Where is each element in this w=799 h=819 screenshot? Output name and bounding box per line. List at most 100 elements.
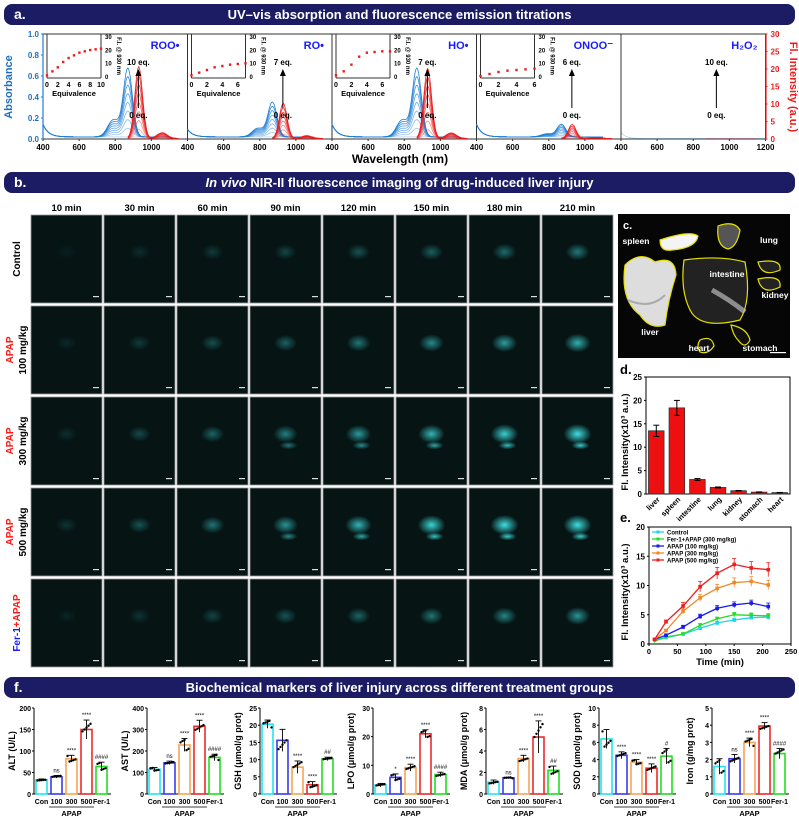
data-point (209, 755, 212, 759)
inset-y-tick: 20 (250, 48, 257, 54)
fluorescence-curve (416, 67, 468, 139)
imaging-row-0: Control (12, 214, 614, 304)
data-point (732, 618, 736, 622)
y-tick-label: 100 (19, 749, 31, 756)
inset-xlabel: Equivalence (52, 89, 96, 98)
y-tick-label: 5 (705, 706, 709, 713)
inset-point (515, 68, 518, 72)
data-point (398, 777, 401, 780)
bar-300 (743, 741, 756, 795)
y-tick-label-left: 0.2 (28, 114, 40, 123)
data-point (266, 720, 269, 723)
arrow-head-icon (713, 69, 720, 76)
y-tick-label-e: 20 (636, 523, 645, 532)
category-label: 500 (307, 799, 319, 806)
data-point (198, 726, 201, 729)
data-point (300, 761, 303, 764)
y-tick-label-d: 10 (633, 443, 642, 452)
scale-bar-icon (604, 660, 610, 662)
data-point (81, 730, 84, 733)
arrow-head-icon (279, 69, 286, 76)
inset-chart: 0 2 4 6 0 10 20 30 Equivalence F.I. @ 930 nm (334, 34, 410, 98)
scale-bar-icon (166, 569, 172, 571)
legend-marker (656, 551, 660, 555)
inset-point (236, 62, 239, 66)
data-point (767, 724, 770, 728)
y-tick-label: 8 (592, 723, 596, 730)
bar-500 (758, 725, 771, 795)
data-point (492, 781, 495, 784)
significance-label: **** (617, 745, 627, 751)
data-point (664, 619, 668, 624)
series-3: APAP (300 mg/kg) (652, 551, 771, 642)
data-point (422, 730, 425, 733)
y-tick-label-right: 0 (771, 135, 776, 144)
data-point (744, 740, 747, 743)
legend-entry: APAP (100 mg/kg) (667, 545, 718, 551)
scale-bar-icon (458, 387, 464, 389)
data-point (720, 771, 723, 774)
group-label: APAP (739, 809, 759, 818)
time-point-header: 150 min (414, 203, 450, 214)
y-tick-label: 150 (19, 728, 31, 735)
data-point (98, 761, 101, 765)
max-eq-label: 7 eq. (274, 58, 292, 67)
absorbance-curve (476, 123, 603, 138)
inset-point (94, 48, 97, 51)
biochem-chart-3: 0 10 20 30 LPO (μmol/g prot) Con 100 * 300 **** 50… (346, 706, 450, 818)
data-point (520, 759, 523, 762)
inset-point (506, 69, 509, 72)
ex-vivo-organ-image: c. spleen lung intestine kidney liver heart sto… (618, 214, 790, 358)
inset-point (381, 50, 384, 53)
category-label: 100 (277, 799, 289, 806)
significance-label: ns (53, 769, 59, 775)
liver-signal (564, 333, 591, 353)
inset-y-tick: 30 (394, 35, 401, 41)
category-label: 500 (420, 799, 432, 806)
min-eq-label: 0 eq. (707, 111, 725, 120)
inset-x-tick: 0 (334, 82, 338, 89)
data-point (750, 737, 753, 741)
data-point (89, 722, 92, 726)
y-tick-label: 400 (132, 706, 144, 713)
inset-point (373, 50, 376, 54)
y-axis-label: AST (U/L) (120, 731, 130, 772)
series-line (654, 580, 769, 640)
data-point (729, 760, 732, 763)
row-label-drug: APAP (5, 518, 16, 545)
data-point (294, 764, 297, 768)
row-label-dose: 100 mg/kg (18, 326, 29, 375)
imaging-row-3: APAP 500 mg/kg (5, 487, 614, 577)
x-tick-label: 800 (398, 143, 412, 152)
data-point (87, 724, 90, 727)
inset-xlabel: Equivalence (486, 89, 530, 98)
x-tick-label: 400 (325, 143, 339, 152)
imaging-row-2: APAP 300 mg/kg (5, 396, 614, 486)
data-point (439, 773, 442, 777)
data-point (488, 782, 491, 785)
data-point (279, 745, 282, 749)
data-point (172, 760, 175, 764)
min-eq-label: 0 eq. (418, 111, 436, 120)
absorbance-curve (476, 124, 603, 138)
y-axis-label: SOD (μmol/g prot) (572, 712, 582, 790)
y-tick-label-d: 0 (638, 490, 643, 499)
data-point (194, 728, 197, 732)
organ-outline-heart (697, 337, 715, 354)
y-tick-label: 0 (27, 792, 31, 799)
scale-bar-icon (312, 569, 318, 571)
x-tick-label: 1000 (576, 143, 594, 152)
data-point (716, 760, 719, 764)
y-tick-label-left: 0.6 (28, 72, 40, 81)
fluorescence-curve (127, 65, 179, 139)
inset-x-tick: 2 (56, 82, 60, 89)
data-point (650, 767, 653, 770)
scale-bar-icon (312, 478, 318, 480)
x-tick-label-e: 0 (647, 647, 651, 656)
category-label-heart: heart (766, 495, 786, 515)
intestine-signal (279, 532, 298, 541)
y-tick-label: 5 (253, 775, 257, 782)
data-point (424, 729, 427, 732)
data-point (664, 628, 668, 633)
